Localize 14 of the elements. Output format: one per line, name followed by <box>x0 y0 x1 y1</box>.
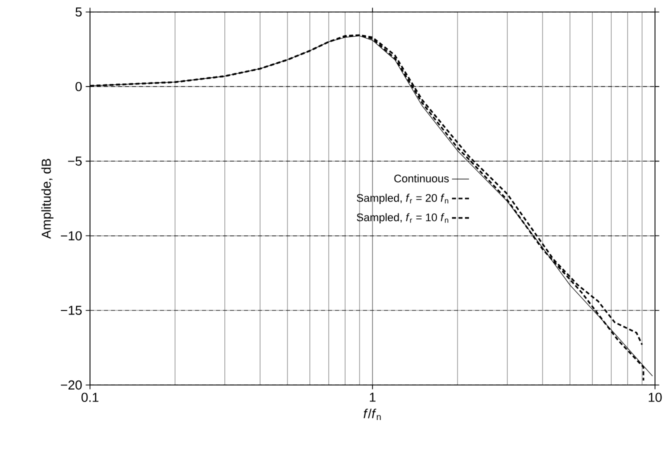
x-tick-label: 1 <box>370 392 376 402</box>
legend-label: Sampled, f$_{r}$ = 10 f$_{n}$ <box>356 213 448 224</box>
y-axis-title: Amplitude, dB <box>41 158 54 239</box>
legend-label: Continuous <box>394 174 449 182</box>
x-tick-label: 10 <box>648 392 662 402</box>
y-tick-label: −15 <box>60 306 82 315</box>
y-tick-label: −10 <box>60 231 82 240</box>
y-tick-label: −5 <box>68 156 82 166</box>
legend-label: Sampled, f$_{r}$ = 20 f$_{n}$ <box>356 194 448 204</box>
y-tick-label: −20 <box>60 380 82 390</box>
y-tick-label: 5 <box>76 7 82 17</box>
x-axis-title: f/f$_{n}$ <box>364 408 381 420</box>
y-tick-label: 0 <box>76 82 82 92</box>
x-tick-label: 0.1 <box>82 392 98 402</box>
